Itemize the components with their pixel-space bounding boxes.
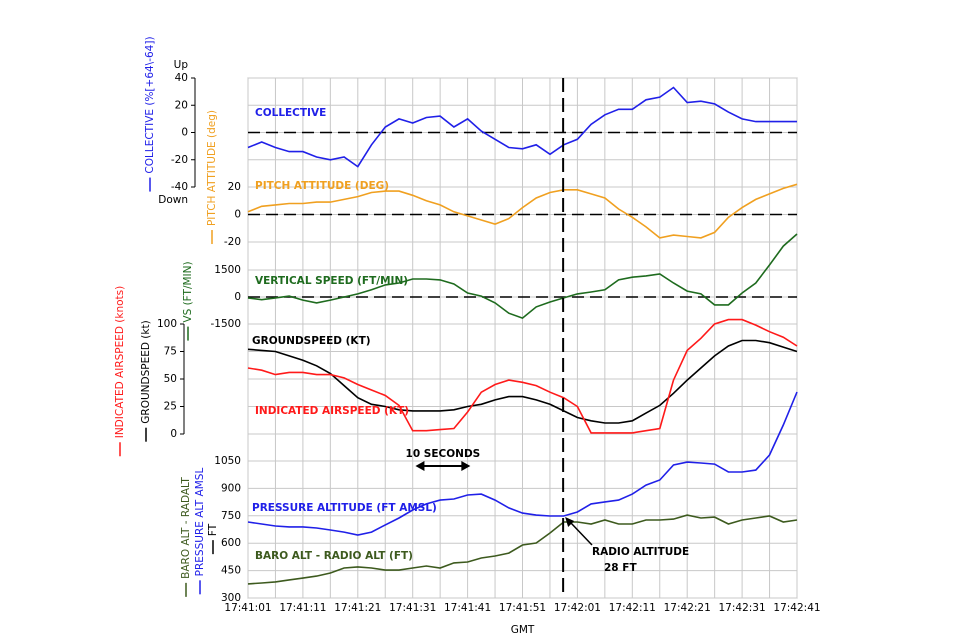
x-axis-title: GMT <box>511 624 535 636</box>
axis-end-label: Up <box>174 59 189 71</box>
y-tick-label: -20 <box>224 236 241 248</box>
series-label: GROUNDSPEED (KT) <box>252 335 371 347</box>
x-tick-label: 17:41:21 <box>334 602 381 614</box>
y-tick-label: 1050 <box>214 455 241 467</box>
y-tick-label: 20 <box>175 99 188 111</box>
series-line <box>247 318 798 434</box>
y-tick-label: -20 <box>171 154 188 166</box>
y-tick-label: 750 <box>221 510 241 522</box>
series-line <box>247 514 798 585</box>
y-tick-label: 25 <box>164 401 177 413</box>
callout-label: RADIO ALTITUDE <box>592 546 689 558</box>
y-tick-label: 20 <box>228 181 241 193</box>
y-tick-label: 900 <box>221 482 241 494</box>
y-tick-label: 0 <box>170 428 177 440</box>
callout-arrow <box>567 519 593 546</box>
y-axis-title: COLLECTIVE (%[+64\-64]) <box>144 36 156 173</box>
x-tick-label: 17:41:41 <box>444 602 491 614</box>
series-label: COLLECTIVE <box>255 107 326 119</box>
arrow-head <box>565 517 575 527</box>
y-tick-label: 0 <box>234 209 241 221</box>
x-tick-label: 17:41:01 <box>224 602 271 614</box>
y-axis-title: GROUNDSPEED (kt) <box>140 320 152 423</box>
y-tick-label: 600 <box>221 537 241 549</box>
series-label: BARO ALT - RADIO ALT (FT) <box>255 550 413 562</box>
x-tick-label: 17:42:31 <box>719 602 766 614</box>
x-tick-label: 17:41:11 <box>279 602 326 614</box>
y-tick-label: 1500 <box>214 264 241 276</box>
y-tick-label: 75 <box>164 346 177 358</box>
y-tick-label: 0 <box>181 127 188 139</box>
y-tick-label: 450 <box>221 565 241 577</box>
y-axis-title: PITCH ATTITUDE (deg) <box>206 110 218 226</box>
y-tick-label: 300 <box>221 592 241 604</box>
series-label: PRESSURE ALTITUDE (FT AMSL) <box>252 502 437 514</box>
series-label: VERTICAL SPEED (FT/MIN) <box>255 275 408 287</box>
series-line <box>247 391 798 536</box>
y-axis-title: VS (FT/MIN) <box>182 261 194 322</box>
series-line <box>247 183 798 239</box>
series-line <box>247 86 797 168</box>
y-axis-title: PRESSURE ALT AMSL <box>194 468 206 577</box>
series-line <box>247 233 798 320</box>
axis-end-label: Down <box>158 194 188 206</box>
series-label: PITCH ATTITUDE (DEG) <box>255 180 389 192</box>
series-label: INDICATED AIRSPEED (KT) <box>255 405 409 417</box>
y-axis-title: BARO ALT - RADALT <box>180 477 192 579</box>
x-tick-label: 17:42:01 <box>554 602 601 614</box>
x-tick-label: 17:42:11 <box>609 602 656 614</box>
x-tick-label: 17:41:31 <box>389 602 436 614</box>
y-tick-label: 100 <box>157 318 177 330</box>
series-line <box>247 339 798 424</box>
y-tick-label: 0 <box>234 291 241 303</box>
y-tick-label: 50 <box>164 373 177 385</box>
callout-label: 28 FT <box>604 562 637 574</box>
y-tick-label: -40 <box>171 181 188 193</box>
y-axis-title: FT <box>207 523 219 536</box>
x-tick-label: 17:42:21 <box>664 602 711 614</box>
y-tick-label: 40 <box>175 72 188 84</box>
interval-label: 10 SECONDS <box>406 448 481 460</box>
x-tick-label: 17:42:41 <box>773 602 820 614</box>
y-axis-title: INDICATED AIRSPEED (knots) <box>114 286 126 439</box>
y-tick-label: -1500 <box>210 318 241 330</box>
x-tick-label: 17:41:51 <box>499 602 546 614</box>
